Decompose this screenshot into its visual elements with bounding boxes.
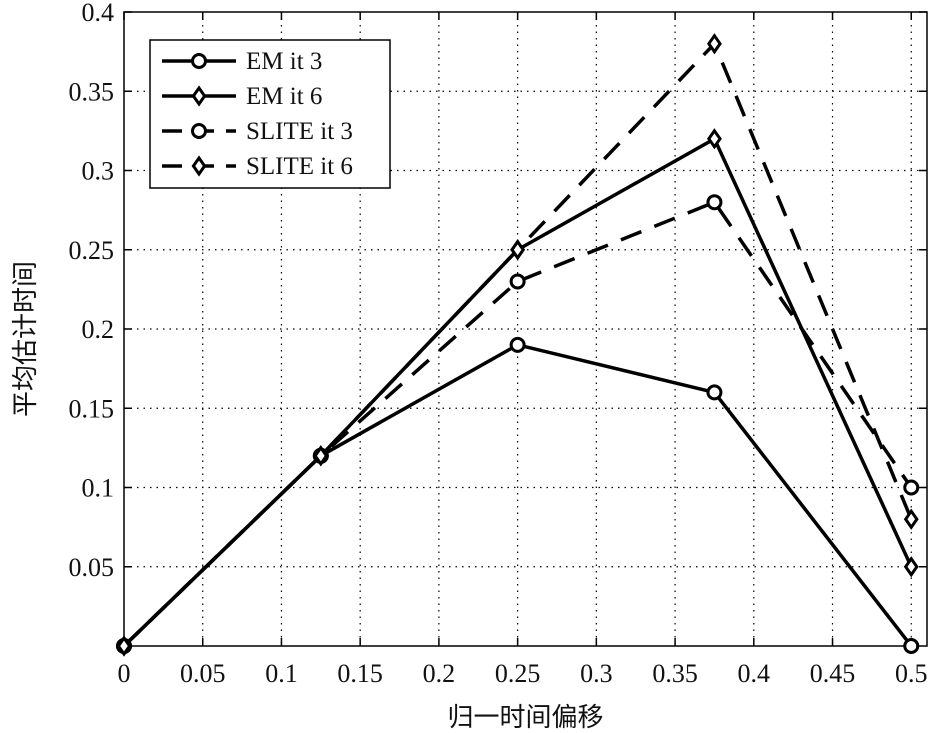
data-point-slite-it-3: [509, 273, 526, 290]
x-tick-label: 0.3: [580, 659, 613, 688]
legend-label: SLITE it 6: [246, 153, 353, 180]
series-slite-it-3: [116, 194, 920, 654]
y-axis-title: 平均估计时间: [11, 261, 41, 417]
y-tick-label: 0.25: [69, 236, 115, 265]
data-point-slite-it-6: [510, 239, 526, 261]
x-tick-label: 0.1: [265, 659, 298, 688]
legend-label: EM it 6: [246, 83, 322, 110]
x-tick-label: 0.4: [738, 659, 771, 688]
x-tick-label: 0.35: [652, 659, 698, 688]
legend-label: EM it 3: [246, 48, 322, 75]
axis-ticks: 0 0.05 0.1 0.15 0.2 0.25 0.3 0.35 0.4 0.45 0.5 0.05…: [69, 0, 928, 688]
legend-item-em-it-6: EM it 6: [162, 83, 322, 110]
data-point-slite-it-6: [707, 33, 722, 55]
legend-marker: [191, 85, 207, 107]
x-tick-label: 0.15: [337, 659, 383, 688]
series-slite-it-6: [116, 33, 919, 657]
x-tick-label: 0.45: [810, 659, 856, 688]
legend-marker: [191, 53, 207, 69]
legend-marker: [191, 123, 207, 139]
data-point-em-it-3: [509, 336, 526, 353]
data-point-em-it-3: [706, 384, 723, 401]
x-tick-label: 0: [118, 659, 131, 688]
data-point-slite-it-3: [903, 479, 920, 496]
y-tick-label: 0.15: [69, 394, 115, 423]
x-tick-label: 0.05: [180, 659, 226, 688]
data-point-slite-it-3: [706, 194, 723, 211]
x-axis-title: 归一时间偏移: [447, 703, 603, 733]
series-em-it-6: [116, 128, 919, 657]
data-point-em-it-6: [707, 128, 722, 150]
x-tick-label: 0.5: [895, 659, 928, 688]
series-line-slite-it-3: [122, 200, 913, 648]
y-tick-label: 0.3: [82, 157, 115, 186]
legend-item-em-it-3: EM it 3: [162, 48, 322, 75]
legend-label: SLITE it 3: [246, 118, 353, 145]
legend-marker: [191, 155, 207, 177]
y-tick-label: 0.35: [69, 77, 115, 106]
legend-box: [149, 39, 391, 189]
x-tick-label: 0.2: [423, 659, 456, 688]
data-point-slite-it-6: [313, 445, 329, 467]
legend: EM it 3 EM it 6 SLITE it 3 SLITE it 6: [149, 39, 391, 189]
y-tick-label: 0.4: [82, 0, 115, 27]
x-tick-label: 0.25: [495, 659, 541, 688]
data-point-slite-it-6: [903, 508, 919, 530]
data-point-slite-it-6: [116, 635, 132, 657]
legend-item-slite-it-3: SLITE it 3: [162, 118, 353, 145]
series-em-it-3: [116, 336, 920, 654]
y-tick-label: 0.05: [69, 553, 115, 582]
series-group: [116, 33, 920, 657]
y-tick-label: 0.1: [82, 474, 115, 503]
data-point-em-it-6: [903, 556, 919, 578]
y-tick-label: 0.2: [82, 315, 115, 344]
legend-item-slite-it-6: SLITE it 6: [162, 153, 353, 180]
data-point-em-it-3: [903, 638, 920, 654]
